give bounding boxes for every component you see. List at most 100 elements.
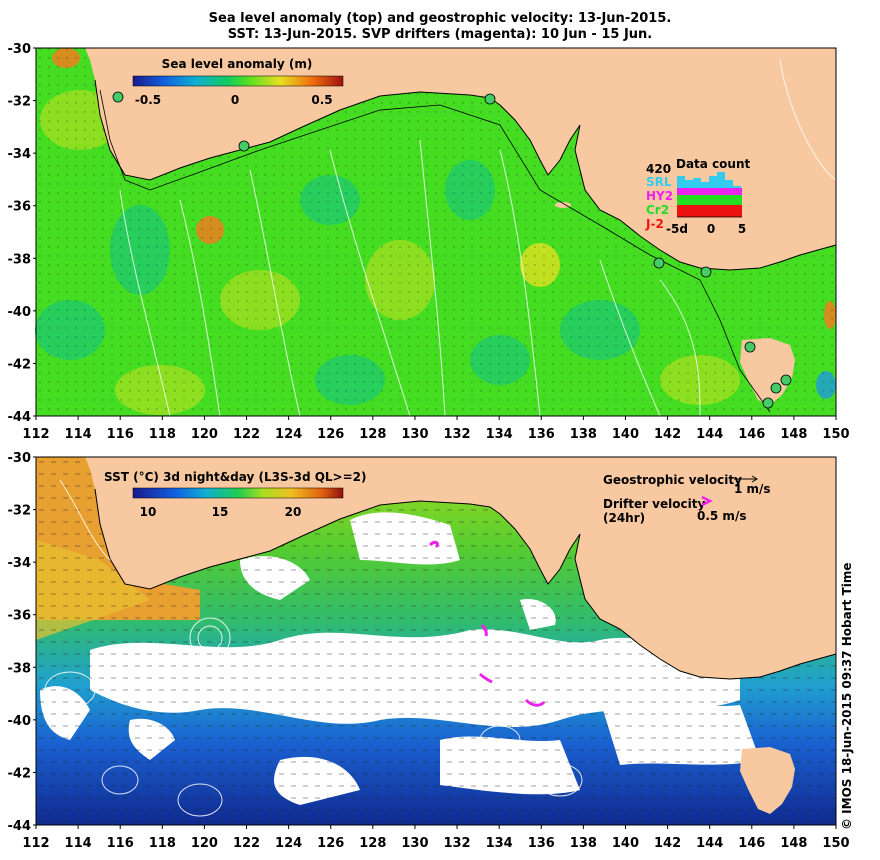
lon-tick-top-17: 146	[738, 427, 765, 442]
lat-tick-bottom-1: -32	[8, 504, 32, 519]
lon-tick-bottom-13: 138	[570, 836, 597, 851]
lon-tick-top-4: 120	[191, 427, 218, 442]
data-count-top-value: 420	[646, 162, 671, 176]
drifter-tracks	[428, 540, 546, 707]
sst-colorbar-title: SST (°C) 3d night&day (L3S-3d QL>=2)	[104, 470, 367, 484]
lon-tick-bottom-16: 144	[696, 836, 723, 851]
sst-colorbar-tick-0: 10	[140, 505, 157, 519]
lon-tick-top-8: 128	[359, 427, 386, 442]
lon-tick-bottom-8: 128	[359, 836, 386, 851]
lon-tick-top-2: 116	[107, 427, 134, 442]
lat-tick-top-4: -38	[8, 252, 32, 267]
tide-gauges-top	[112, 91, 792, 409]
mission-label-srl: SRL	[646, 175, 672, 189]
sla-colorbar-tick-0: -0.5	[135, 93, 161, 107]
imos-credit: © IMOS 18-Jun-2015 09:37 Hobart Time	[840, 562, 854, 830]
lon-tick-top-0: 112	[22, 427, 49, 442]
sla-colorbar-title: Sea level anomaly (m)	[162, 57, 313, 71]
coastline-bottom	[94, 488, 837, 680]
lon-tick-bottom-5: 122	[233, 836, 260, 851]
australia-land-bottom	[36, 457, 836, 679]
data-count-title: Data count	[676, 157, 751, 171]
lat-tick-bottom-0: -30	[8, 451, 32, 466]
sla-colorbar-tick-1: 0	[231, 93, 239, 107]
inset-xtick-1: 0	[707, 222, 715, 236]
lon-tick-bottom-7: 126	[317, 836, 344, 851]
lon-tick-bottom-18: 148	[780, 836, 807, 851]
inset-xtick-2: 5	[738, 222, 746, 236]
lon-tick-bottom-2: 116	[107, 836, 134, 851]
sst-colorbar	[132, 487, 344, 499]
coastline-top	[94, 79, 837, 271]
lon-tick-top-1: 114	[65, 427, 92, 442]
lon-tick-bottom-11: 134	[486, 836, 513, 851]
data-count-bars	[677, 172, 742, 217]
lat-tick-bottom-5: -40	[8, 714, 32, 729]
lat-tick-top-7: -44	[8, 410, 32, 425]
lon-tick-top-14: 140	[612, 427, 639, 442]
lon-tick-top-7: 126	[317, 427, 344, 442]
lat-tick-top-0: -30	[8, 42, 32, 57]
lat-tick-bottom-7: -44	[8, 819, 32, 834]
lat-tick-top-3: -36	[8, 200, 32, 215]
lon-tick-top-10: 132	[443, 427, 470, 442]
lon-tick-bottom-19: 150	[822, 836, 849, 851]
sla-contours-bottom	[44, 479, 659, 817]
lat-tick-bottom-3: -36	[8, 609, 32, 624]
shelf-contour-top	[99, 89, 771, 413]
drifter-velocity-label: Drifter velocity	[603, 497, 705, 511]
sst-colorbar-tick-1: 15	[212, 505, 229, 519]
lon-tick-top-15: 142	[654, 427, 681, 442]
geo-velocity-label: Geostrophic velocity	[603, 473, 742, 487]
drifter-velocity-period: (24hr)	[603, 511, 645, 525]
lon-tick-top-13: 138	[570, 427, 597, 442]
lat-tick-top-6: -42	[8, 357, 32, 372]
lat-tick-top-5: -40	[8, 305, 32, 320]
lon-tick-bottom-15: 142	[654, 836, 681, 851]
lon-tick-top-16: 144	[696, 427, 723, 442]
lon-tick-bottom-0: 112	[22, 836, 49, 851]
mission-label-j2: J-2	[645, 217, 664, 231]
inset-xtick-0: -5d	[666, 222, 688, 236]
bathymetry-contours-top	[119, 59, 837, 417]
lat-tick-top-2: -34	[8, 147, 32, 162]
kangaroo-island-top	[555, 202, 571, 208]
lon-tick-top-5: 122	[233, 427, 260, 442]
lat-tick-bottom-2: -34	[8, 556, 32, 571]
title-line-1: Sea level anomaly (top) and geostrophic …	[208, 11, 672, 26]
data-count-inset: Data count 420 SRL HY2 Cr2 J-2 -5d 0	[645, 157, 751, 236]
axis-labels: -30 -32 -34 -36 -38 -40 -42 -44 112 114 116 118 120 1…	[8, 42, 850, 851]
lon-tick-bottom-4: 120	[191, 836, 218, 851]
lon-tick-top-12: 136	[528, 427, 555, 442]
sla-colorbar-tick-2: 0.5	[311, 93, 332, 107]
sla-colorbar	[132, 75, 344, 87]
lon-tick-bottom-10: 132	[443, 836, 470, 851]
lat-tick-bottom-6: -42	[8, 766, 32, 781]
lon-tick-bottom-6: 124	[275, 836, 302, 851]
title-line-2: SST: 13-Jun-2015. SVP drifters (magenta)…	[227, 27, 653, 42]
lon-tick-bottom-1: 114	[65, 836, 92, 851]
australia-land-top	[36, 48, 836, 270]
lon-tick-bottom-9: 130	[401, 836, 428, 851]
lon-tick-bottom-14: 140	[612, 836, 639, 851]
lon-tick-top-9: 130	[401, 427, 428, 442]
lon-tick-top-18: 148	[780, 427, 807, 442]
lon-tick-top-11: 134	[486, 427, 513, 442]
lon-tick-top-3: 118	[149, 427, 176, 442]
lon-tick-bottom-12: 136	[528, 836, 555, 851]
bottom-panel: SST (°C) 3d night&day (L3S-3d QL>=2) 10 …	[35, 456, 837, 826]
lon-tick-bottom-17: 146	[738, 836, 765, 851]
sst-colorbar-tick-2: 20	[285, 505, 302, 519]
geo-velocity-scale: 1 m/s	[734, 482, 771, 496]
top-panel: Sea level anomaly (m) -0.5 0 0.5 Data co…	[35, 47, 837, 417]
drifter-velocity-scale: 0.5 m/s	[697, 509, 746, 523]
lon-tick-top-19: 150	[822, 427, 849, 442]
tasmania-bottom	[740, 747, 795, 814]
drifter-velocity-arrow	[701, 495, 713, 507]
mission-label-hy2: HY2	[646, 189, 673, 203]
lon-tick-bottom-3: 118	[149, 836, 176, 851]
lat-tick-top-1: -32	[8, 95, 32, 110]
lat-tick-bottom-4: -38	[8, 661, 32, 676]
lon-tick-top-6: 124	[275, 427, 302, 442]
